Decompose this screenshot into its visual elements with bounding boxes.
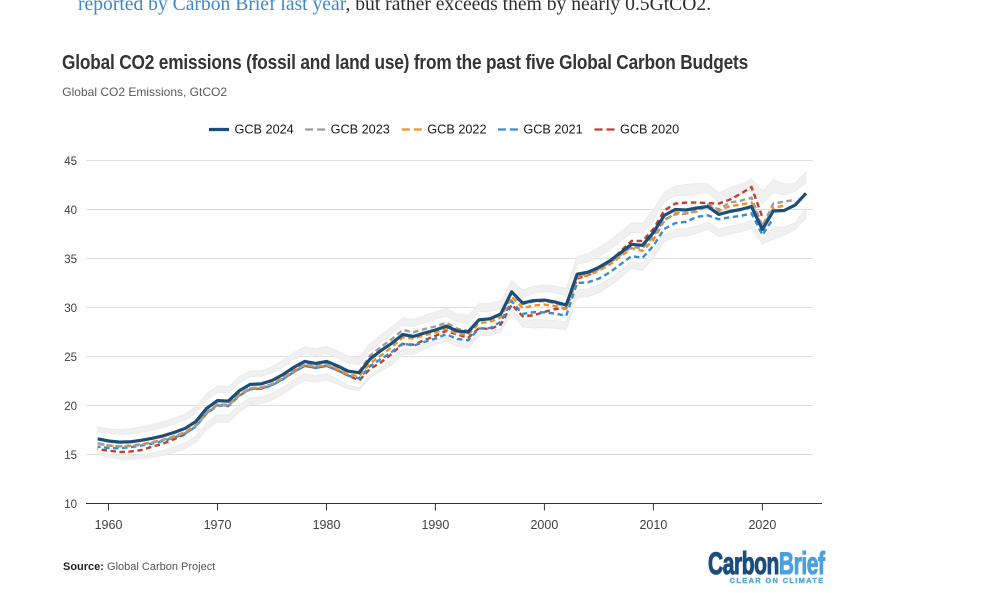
svg-text:GCB 2022: GCB 2022 xyxy=(427,123,486,137)
svg-text:30: 30 xyxy=(64,303,77,315)
svg-text:45: 45 xyxy=(64,156,77,168)
svg-text:35: 35 xyxy=(64,254,77,266)
svg-text:1960: 1960 xyxy=(95,518,123,532)
svg-text:25: 25 xyxy=(64,352,77,364)
svg-text:GCB 2021: GCB 2021 xyxy=(523,123,582,137)
svg-text:10: 10 xyxy=(64,499,77,511)
svg-text:20: 20 xyxy=(64,401,77,413)
svg-text:1970: 1970 xyxy=(204,518,232,532)
svg-text:GCB 2020: GCB 2020 xyxy=(620,123,679,137)
svg-text:1980: 1980 xyxy=(313,518,341,532)
svg-text:1990: 1990 xyxy=(421,518,449,532)
svg-text:15: 15 xyxy=(64,450,77,462)
svg-text:GCB 2024: GCB 2024 xyxy=(235,123,294,137)
svg-text:GCB 2023: GCB 2023 xyxy=(331,123,390,137)
svg-text:40: 40 xyxy=(64,205,77,217)
svg-text:2020: 2020 xyxy=(748,518,776,532)
svg-text:2010: 2010 xyxy=(639,518,667,532)
svg-text:2000: 2000 xyxy=(530,518,558,532)
